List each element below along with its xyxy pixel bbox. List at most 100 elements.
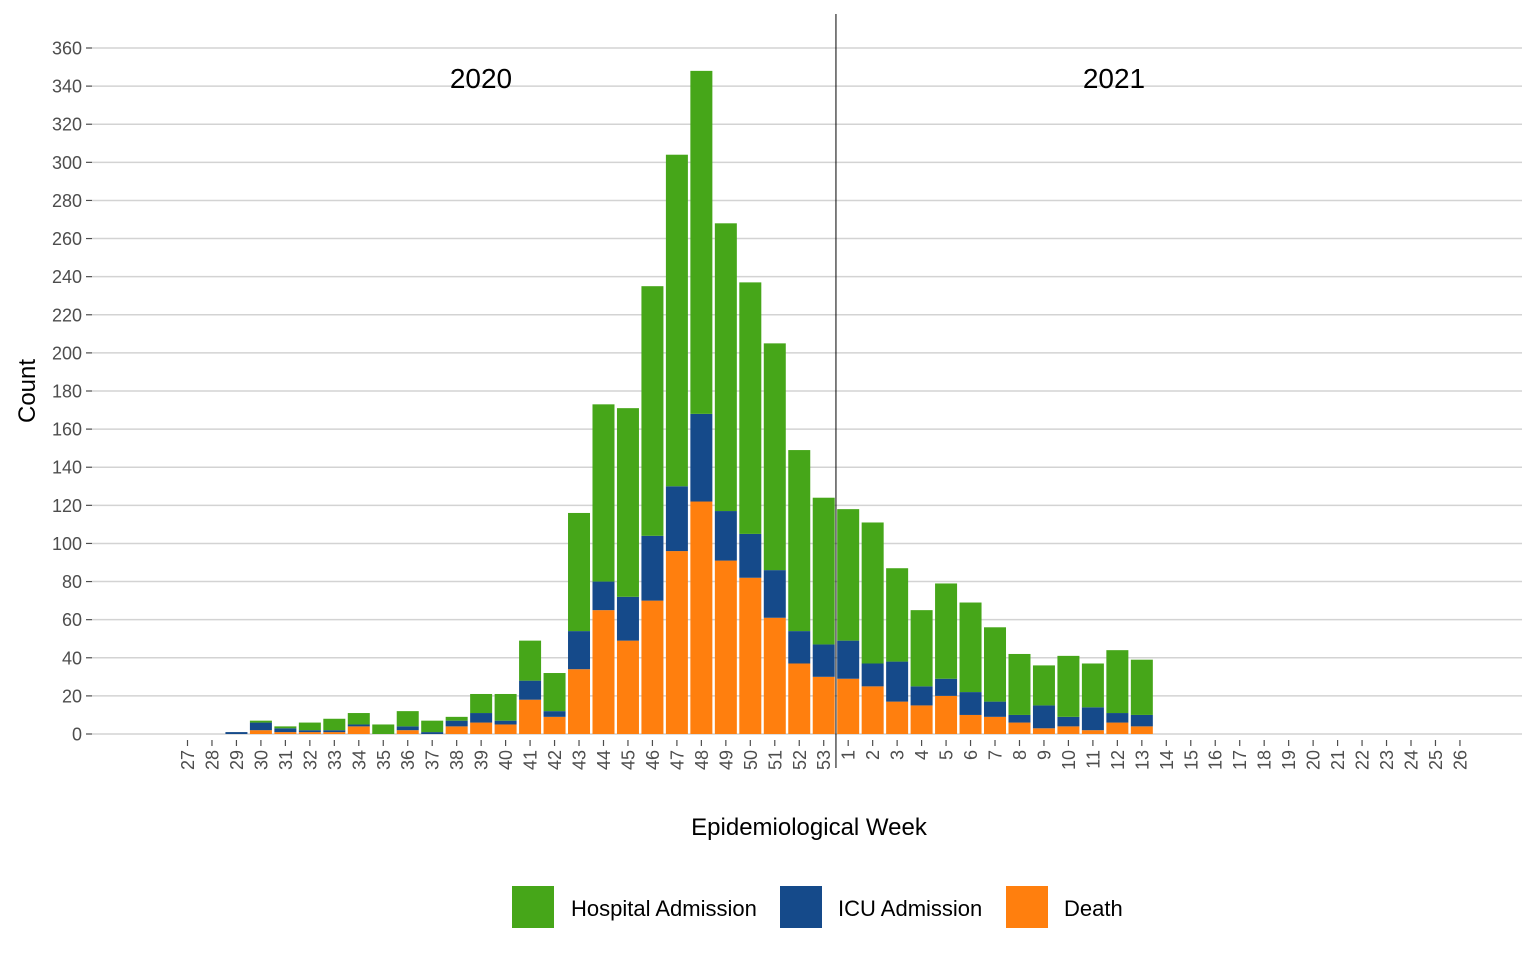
bars: [225, 70, 1153, 734]
y-tick-label: 240: [52, 267, 82, 287]
x-tick-label: 16: [1206, 750, 1226, 770]
y-tick-label: 360: [52, 39, 82, 59]
y-tick-label: 340: [52, 77, 82, 97]
bar-icu-admission: [886, 661, 909, 702]
x-tick-label: 17: [1230, 750, 1250, 770]
x-tick-label: 38: [447, 750, 467, 770]
bar-death: [1106, 722, 1129, 734]
bar-death: [763, 617, 786, 734]
bar-hospital-admission: [788, 450, 811, 632]
bar-icu-admission: [1057, 716, 1080, 727]
bar-hospital-admission: [592, 404, 615, 582]
x-tick-label: 37: [423, 750, 443, 770]
bar-icu-admission: [910, 686, 933, 706]
bar-hospital-admission: [323, 718, 346, 731]
bar-icu-admission: [323, 730, 346, 733]
bar-hospital-admission: [396, 711, 419, 727]
bar-hospital-admission: [763, 343, 786, 571]
x-tick-label: 43: [570, 750, 590, 770]
bar-icu-admission: [861, 663, 884, 687]
bar-death: [1008, 722, 1031, 734]
x-tick-label: 41: [521, 750, 541, 770]
y-tick-label: 180: [52, 382, 82, 402]
bar-death: [568, 669, 591, 734]
bar-hospital-admission: [1081, 663, 1104, 708]
bar-death: [323, 732, 346, 734]
bar-icu-admission: [1008, 714, 1031, 723]
x-tick-label: 46: [643, 750, 663, 770]
x-tick-label: 20: [1304, 750, 1324, 770]
y-tick-label: 140: [52, 458, 82, 478]
bar-icu-admission: [421, 732, 444, 734]
legend-label: Hospital Admission: [571, 896, 757, 921]
bar-icu-admission: [592, 581, 615, 611]
x-tick-label: 48: [692, 750, 712, 770]
y-tick-label: 60: [62, 610, 82, 630]
y-tick-label: 40: [62, 648, 82, 668]
bar-icu-admission: [763, 570, 786, 618]
bar-death: [298, 732, 321, 734]
bar-icu-admission: [739, 533, 762, 578]
bar-death: [470, 722, 493, 734]
bar-hospital-admission: [543, 673, 566, 712]
legend-swatch: [512, 886, 554, 928]
x-tick-label: 29: [227, 750, 247, 770]
x-tick-label: 21: [1328, 750, 1348, 770]
x-tick-label: 10: [1059, 750, 1079, 770]
bar-death: [984, 716, 1007, 734]
bar-icu-admission: [249, 722, 272, 731]
y-tick-label: 320: [52, 115, 82, 135]
bar-death: [959, 714, 982, 734]
year-label-2020: 2020: [450, 63, 512, 94]
bar-icu-admission: [543, 711, 566, 717]
bar-hospital-admission: [1057, 655, 1080, 717]
x-tick-label: 11: [1083, 750, 1103, 769]
x-tick-label: 5: [937, 750, 957, 760]
x-tick-label: 25: [1426, 750, 1446, 770]
x-tick-label: 19: [1279, 750, 1299, 770]
bar-icu-admission: [347, 724, 370, 727]
x-tick-label: 30: [251, 750, 271, 770]
bar-death: [739, 577, 762, 734]
y-tick-label: 0: [72, 725, 82, 745]
x-tick-label: 24: [1402, 750, 1422, 770]
bar-hospital-admission: [861, 522, 884, 664]
bar-icu-admission: [714, 511, 737, 561]
x-tick-label: 40: [496, 750, 516, 770]
bar-death: [543, 716, 566, 734]
y-tick-label: 260: [52, 229, 82, 249]
bar-icu-admission: [812, 644, 835, 677]
bar-death: [665, 551, 688, 734]
bar-hospital-admission: [249, 720, 272, 723]
bar-hospital-admission: [910, 610, 933, 687]
legend-label: ICU Admission: [838, 896, 982, 921]
x-tick-label: 52: [790, 750, 810, 770]
bar-death: [641, 600, 664, 734]
bar-hospital-admission: [421, 720, 444, 733]
x-tick-label: 35: [374, 750, 394, 770]
legend: Hospital Admission ICU Admission Death: [512, 886, 1123, 928]
bar-hospital-admission: [274, 726, 297, 729]
bar-icu-admission: [470, 713, 493, 723]
x-tick-label: 39: [472, 750, 492, 770]
bar-death: [347, 726, 370, 734]
bar-icu-admission: [1032, 705, 1055, 729]
x-tick-label: 49: [716, 750, 736, 770]
bar-death: [861, 686, 884, 734]
bar-hospital-admission: [445, 716, 468, 721]
bar-icu-admission: [1130, 714, 1153, 727]
bar-hospital-admission: [616, 408, 639, 597]
bar-death: [396, 730, 419, 734]
x-tick-label: 47: [667, 750, 687, 770]
bar-hospital-admission: [886, 568, 909, 662]
bar-hospital-admission: [470, 693, 493, 714]
bar-hospital-admission: [1130, 659, 1153, 715]
x-tick-labels: 27 28 29 30 31 32 33 34 35 36 37 38 39 40 41 42 43 44 45 46…: [178, 740, 1470, 770]
bar-death: [935, 695, 958, 734]
bar-icu-admission: [274, 728, 297, 733]
x-tick-label: 1: [839, 750, 859, 760]
x-tick-label: 27: [178, 750, 198, 770]
bar-hospital-admission: [984, 627, 1007, 702]
bar-death: [788, 663, 811, 734]
x-tick-label: 51: [765, 750, 785, 770]
